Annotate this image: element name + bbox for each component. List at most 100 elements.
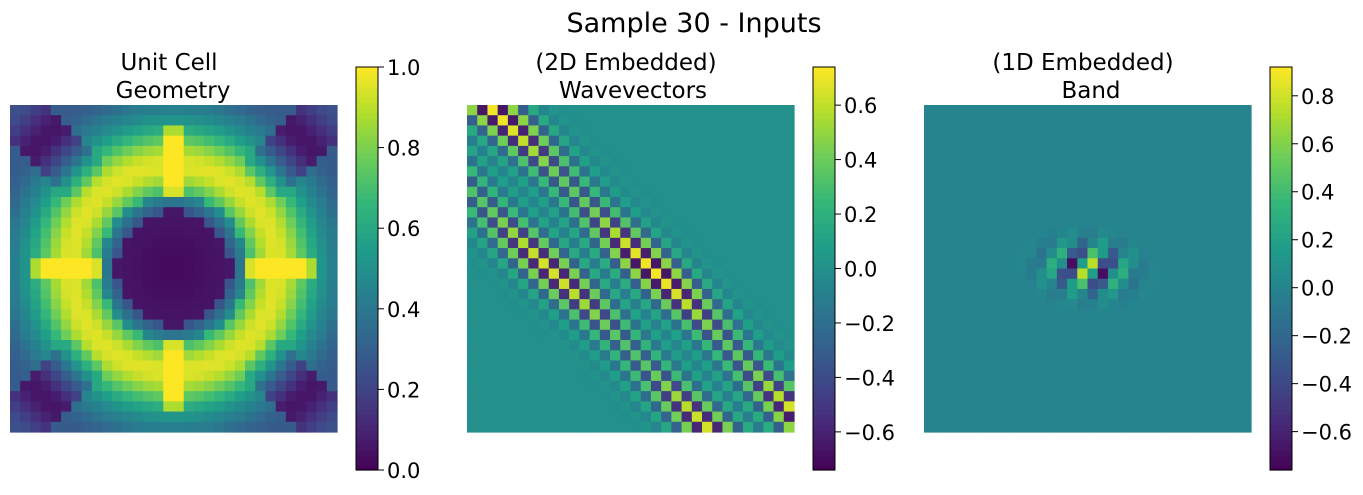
heatmap-cell [934,248,946,259]
heatmap-cell [702,340,713,351]
heatmap-cell [753,105,764,116]
heatmap-cell [995,380,1007,392]
heatmap-cell [1128,258,1140,270]
heatmap-cell [985,196,997,208]
heatmap-cell [712,196,724,208]
heatmap-cell [1240,105,1252,116]
heatmap-cell [1046,105,1058,116]
heatmap-cell [467,370,478,382]
heatmap-cell [214,391,226,402]
heatmap-cell [732,380,744,392]
heatmap-cell [538,299,550,310]
colorbar-gradient-step [1270,203,1292,209]
heatmap-cell [101,299,113,310]
colorbar-gradient-step [813,323,835,330]
heatmap-cell [1169,319,1181,331]
heatmap-cell [691,299,703,310]
heatmap-cell [732,196,744,208]
heatmap-cell [234,411,246,423]
heatmap-cell [702,380,713,392]
heatmap-cell [1026,105,1038,116]
heatmap-cell [742,156,754,167]
colorbar-gradient-step [1270,107,1292,113]
heatmap-cell [1056,176,1068,188]
heatmap-cell [1220,340,1232,351]
heatmap-cell [722,391,734,402]
heatmap-cell [620,196,632,208]
heatmap-cell [681,145,693,157]
heatmap-cell [487,237,499,249]
heatmap-cell [30,166,42,178]
heatmap-cell [630,196,642,208]
heatmap-cell [1015,196,1027,208]
heatmap-cell [142,288,154,300]
heatmap-cell [285,237,297,249]
heatmap-cell [1220,329,1232,341]
heatmap-cell [275,135,287,147]
heatmap-cell [477,248,489,259]
heatmap-cell [296,350,307,362]
heatmap-cell [183,196,195,208]
heatmap-cell [691,196,703,208]
heatmap-cell [193,380,205,392]
heatmap-cell [1169,380,1181,392]
heatmap-cell [538,105,550,116]
heatmap-cell [91,278,103,290]
colorbar-gradient-step [356,213,378,219]
heatmap-cell [296,237,307,249]
heatmap-cell [763,105,775,116]
heatmap-cell [518,186,529,198]
colorbar-gradient-step [1270,394,1292,401]
heatmap-cell [773,401,785,413]
heatmap-cell [487,166,499,178]
heatmap-cell [30,105,42,116]
heatmap-cell [712,135,724,147]
heatmap-cell [101,329,113,341]
heatmap-cell [71,340,83,351]
heatmap-cell [275,217,287,229]
heatmap-cell [497,268,509,280]
heatmap-cell [1179,186,1191,198]
heatmap-cell [569,135,581,147]
heatmap-cell [61,309,72,321]
heatmap-cell [548,176,560,188]
heatmap-cell [112,156,124,167]
heatmap-cell [661,340,672,351]
heatmap-cell [763,329,775,341]
heatmap-cell [101,391,113,402]
heatmap-cell [1118,125,1129,137]
heatmap-cell [702,248,713,259]
heatmap-cell [1118,135,1129,147]
heatmap-cell [1169,115,1181,127]
heatmap-cell [507,227,519,239]
heatmap-cell [1077,135,1089,147]
heatmap-cell [275,237,287,249]
heatmap-cell [934,411,946,423]
heatmap-cell [753,207,764,219]
colorbar-gradient-step [813,298,835,305]
heatmap-cell [538,421,550,433]
heatmap-cell [122,421,134,433]
heatmap-cell [296,196,307,208]
heatmap-cell [306,370,318,382]
heatmap-cell [753,186,764,198]
colorbar-gradient-step [1270,379,1292,385]
heatmap-cell [61,156,72,167]
heatmap-cell [995,196,1007,208]
heatmap-cell [10,350,21,362]
heatmap-cell [1056,391,1068,402]
heatmap-cell [1189,125,1201,137]
heatmap-cell [691,248,703,259]
heatmap-cell [1015,207,1027,219]
colorbar-gradient-step [1270,187,1292,194]
heatmap-cell [265,278,277,290]
heatmap-cell [204,380,215,392]
heatmap-cell [518,166,529,178]
heatmap-cell [193,319,205,331]
heatmap-cell [507,248,519,259]
heatmap-cell [112,268,124,280]
heatmap-cell [467,258,478,270]
heatmap-cell [1189,145,1201,157]
heatmap-cell [702,258,713,270]
heatmap-cell [1128,227,1140,239]
